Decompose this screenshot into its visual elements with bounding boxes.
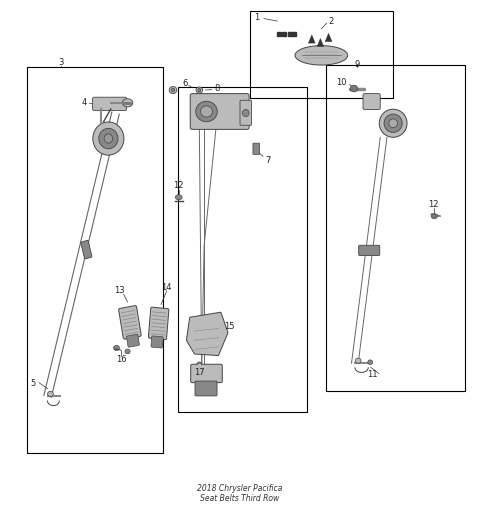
Ellipse shape [389,119,397,127]
Ellipse shape [196,87,203,93]
FancyBboxPatch shape [119,306,141,339]
Text: 9: 9 [355,59,360,69]
FancyBboxPatch shape [81,241,92,259]
Text: 4: 4 [82,98,87,108]
Ellipse shape [125,349,130,354]
Bar [326,65,465,391]
Ellipse shape [355,358,361,363]
FancyBboxPatch shape [359,245,380,255]
Ellipse shape [384,114,402,133]
Text: 13: 13 [114,286,125,295]
Text: 16: 16 [116,355,127,364]
Text: 5: 5 [31,379,36,388]
Text: 3: 3 [58,58,63,68]
Ellipse shape [169,87,177,94]
Text: 17: 17 [194,368,204,377]
Ellipse shape [196,101,217,122]
Ellipse shape [93,122,124,155]
Text: 14: 14 [162,283,172,292]
Ellipse shape [242,110,249,117]
Ellipse shape [197,362,202,367]
Ellipse shape [201,106,213,117]
Text: 15: 15 [224,322,235,331]
FancyBboxPatch shape [93,97,127,111]
FancyBboxPatch shape [148,307,169,339]
Text: 2018 Chrysler Pacifica
Seat Belts Third Row: 2018 Chrysler Pacifica Seat Belts Third … [197,484,283,503]
FancyBboxPatch shape [240,100,252,125]
Text: 2: 2 [328,16,334,26]
Ellipse shape [48,391,53,396]
Ellipse shape [198,89,201,92]
Ellipse shape [122,99,133,107]
Polygon shape [309,35,315,43]
Text: 6: 6 [182,79,188,88]
Text: 8: 8 [215,84,220,93]
Ellipse shape [295,46,348,65]
Text: 10: 10 [336,78,347,87]
Text: 12: 12 [429,200,439,209]
Ellipse shape [350,85,358,92]
FancyBboxPatch shape [195,381,217,396]
Ellipse shape [171,88,175,92]
Ellipse shape [368,360,372,365]
Ellipse shape [431,214,437,219]
FancyBboxPatch shape [151,336,163,348]
Polygon shape [317,38,324,47]
Ellipse shape [379,109,407,137]
Text: 11: 11 [367,370,377,379]
Bar [250,11,393,98]
Text: 1: 1 [254,12,259,22]
FancyBboxPatch shape [190,94,249,130]
Ellipse shape [99,129,118,149]
FancyBboxPatch shape [253,143,260,155]
Ellipse shape [104,134,113,143]
FancyBboxPatch shape [191,364,222,382]
Text: 12: 12 [173,181,184,190]
FancyBboxPatch shape [363,94,380,110]
Bar [178,88,307,412]
Text: 7: 7 [265,156,270,164]
Ellipse shape [175,195,182,200]
Polygon shape [186,312,228,355]
FancyBboxPatch shape [127,334,139,347]
Ellipse shape [114,346,120,350]
Polygon shape [325,33,332,41]
Bar [27,67,163,453]
